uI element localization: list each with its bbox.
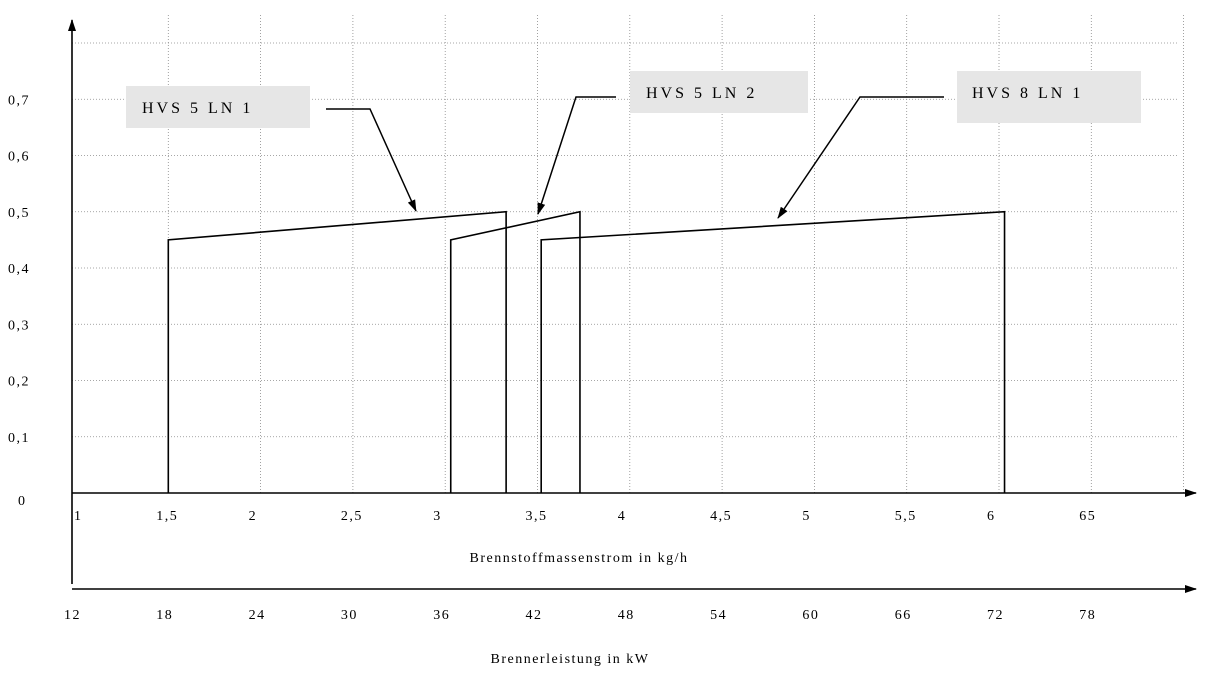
series-label-box (630, 71, 808, 113)
x2-axis-title: Brennerleistung in kW (490, 652, 649, 667)
y-tick-label: 0,3 (8, 318, 30, 333)
x2-tick-label: 60 (802, 608, 819, 623)
series-leader-arrow (537, 96, 616, 215)
x-tick-label: 3,5 (526, 509, 548, 524)
y-tick-label: 0,4 (8, 262, 30, 277)
series-label-box (957, 71, 1141, 123)
x2-tick-label: 42 (526, 608, 543, 623)
y-tick-label: 0,7 (8, 93, 30, 108)
y-tick-label: 0,6 (8, 150, 30, 165)
x2-tick-label: 24 (249, 608, 266, 623)
x2-tick-label: 30 (341, 608, 358, 623)
series-leader-arrow (326, 108, 417, 212)
x-tick-label: 5 (802, 509, 811, 524)
x2-tick-label: 48 (618, 608, 635, 623)
x-tick-label: 5,5 (895, 509, 917, 524)
y-tick-label: 0,1 (8, 431, 30, 446)
x-tick-label: 2,5 (341, 509, 363, 524)
series-line (540, 210, 1006, 493)
x-tick-label: 4 (618, 509, 627, 524)
series (167, 210, 1006, 493)
x2-tick-label: 36 (433, 608, 450, 623)
y-tick-labels: 0 0,1 0,2 0,3 0,4 0,5 0,6 0,7 (8, 93, 30, 509)
x2-tick-label: 12 (64, 608, 81, 623)
series-line (449, 210, 581, 493)
y-tick-label: 0 (18, 494, 27, 509)
series-label: HVS 8 LN 1 (972, 85, 1083, 102)
series-line (167, 210, 507, 493)
x-tick-label: 1 (74, 509, 83, 524)
series-leader-arrow (777, 96, 944, 219)
x2-tick-label: 54 (710, 608, 727, 623)
x2-tick-label: 66 (895, 608, 912, 623)
series-label: HVS 5 LN 2 (646, 85, 757, 102)
x2-tick-label: 18 (156, 608, 173, 623)
x-tick-label: 4,5 (710, 509, 732, 524)
x-tick-label: 65 (1079, 509, 1096, 524)
x2-tick-label: 78 (1079, 608, 1096, 623)
series-label-box (126, 86, 310, 128)
axes (68, 19, 1197, 593)
x-tick-label: 3 (433, 509, 442, 524)
x-tick-label: 6 (987, 509, 996, 524)
series-callouts: HVS 5 LN 1 HVS 5 LN 2 HVS 8 LN 1 (126, 71, 1141, 219)
y-tick-label: 0,5 (8, 206, 30, 221)
series-label: HVS 5 LN 1 (142, 100, 253, 117)
x-tick-label: 2 (249, 509, 258, 524)
x-axis-title: Brennstoffmassenstrom in kg/h (469, 551, 688, 566)
x-tick-label: 1,5 (156, 509, 178, 524)
x2-tick-labels: 12 18 24 30 36 42 48 54 60 66 72 78 (64, 608, 1096, 623)
y-tick-label: 0,2 (8, 375, 30, 390)
x2-tick-label: 72 (987, 608, 1004, 623)
x-tick-labels: 1 1,5 2 2,5 3 3,5 4 4,5 5 5,5 6 65 (74, 509, 1096, 524)
